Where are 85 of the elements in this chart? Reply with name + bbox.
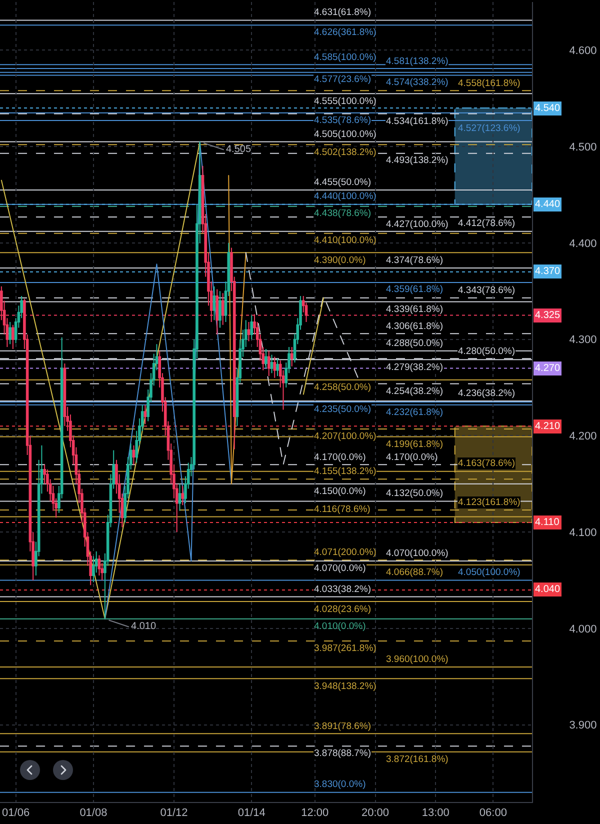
y-tick-label: 4.600: [569, 45, 597, 58]
ref-line-label: 4.199(61.8%): [386, 439, 444, 450]
y-tick-label: 4.000: [569, 623, 597, 636]
ref-line-label: 4.581(138.2%): [386, 56, 448, 67]
x-tick-label: 20:00: [362, 807, 390, 820]
ref-line-label: 4.123(161.8%): [458, 497, 520, 508]
annotation: 4.505: [226, 144, 252, 155]
ref-line-label: 4.574(338.2%): [386, 77, 448, 88]
annotation: 4.170(0.0%): [386, 452, 438, 463]
ref-line-label: 4.235(50.0%): [314, 404, 372, 415]
ref-line-label: 3.960(100.0%): [386, 654, 448, 665]
ref-line-label: 4.626(361.8%): [314, 27, 376, 38]
x-tick-label: 06:00: [479, 807, 507, 820]
ref-line-label: 4.116(78.6%): [314, 504, 370, 515]
ref-line-label: 4.555(100.0%): [314, 96, 376, 107]
ref-line-label: 4.066(88.7%): [386, 567, 444, 578]
annotation: 4.010: [131, 621, 156, 632]
ref-line-label: 4.150(0.0%): [314, 486, 366, 497]
ref-line-label: 4.339(61.8%): [386, 304, 444, 315]
ref-line-label: 4.440: [535, 199, 560, 210]
ref-line-label: 4.010(0.0%): [314, 621, 366, 632]
y-tick-label: 3.900: [569, 720, 597, 732]
ref-line-label: 4.631(61.8%): [314, 7, 372, 18]
ref-line-label: 4.279(38.2%): [386, 362, 444, 373]
ref-line-label: 4.210: [535, 421, 560, 432]
x-tick-label: 01/12: [160, 807, 188, 820]
x-tick-label: 12:00: [301, 807, 329, 820]
ref-line-label: 4.427(100.0%): [386, 219, 448, 230]
ref-line-label: 4.306(61.8%): [386, 321, 444, 332]
ref-line-label: 4.236(38.2%): [458, 388, 516, 399]
y-tick-label: 4.500: [569, 141, 597, 154]
x-tick-label: 13:00: [422, 807, 450, 820]
ref-line-label: 4.585(100.0%): [314, 52, 376, 63]
ref-line-label: 4.390(0.0%): [314, 255, 366, 266]
ref-line-label: 4.343(78.6%): [458, 285, 516, 296]
ref-line-label: 4.033(38.2%): [314, 584, 372, 595]
ref-line-label: 4.155(138.2%): [314, 466, 376, 477]
ref-line-label: 4.170(0.0%): [314, 452, 366, 463]
ref-line-label: 4.071(200.0%): [314, 547, 376, 558]
ref-line-label: 4.493(138.2%): [386, 155, 448, 166]
ref-line-label: 4.577(23.6%): [314, 74, 372, 85]
ref-line-label: 4.412(78.6%): [458, 218, 516, 229]
annotation: 4.070(100.0%): [386, 548, 448, 559]
ref-line-label: 4.455(50.0%): [314, 177, 372, 188]
ref-line-label: 4.558(161.8%): [458, 78, 520, 89]
ref-line-label: 3.872(161.8%): [386, 754, 448, 765]
ref-line-label: 4.040: [535, 584, 560, 595]
ref-line-label: 4.028(23.6%): [314, 604, 372, 615]
ref-line-label: 4.288(50.0%): [386, 338, 444, 349]
ref-line-label: 3.830(0.0%): [314, 779, 366, 790]
ref-line-label: 4.505(100.0%): [314, 129, 376, 140]
ref-line-label: 4.232(61.8%): [386, 407, 444, 418]
ref-line-label: 4.527(123.6%): [458, 123, 520, 134]
x-tick-label: 01/08: [80, 807, 108, 820]
ref-line-label: 4.534(161.8%): [386, 116, 448, 127]
ref-line-label: 4.502(138.2%): [314, 147, 376, 158]
ref-line-label: 4.370: [535, 266, 560, 277]
ref-line-label: 4.207(100.0%): [314, 431, 376, 442]
ref-line-label: 4.535(78.6%): [314, 115, 372, 126]
y-tick-label: 4.400: [569, 238, 597, 250]
y-tick-label: 4.100: [569, 526, 597, 539]
x-tick-label: 01/14: [238, 807, 266, 820]
ref-line-label: 4.280(50.0%): [458, 346, 516, 357]
ref-line-label: 3.891(78.6%): [314, 721, 372, 732]
ref-line-label: 4.410(100.0%): [314, 235, 376, 246]
ref-line-label: 4.359(61.8%): [386, 284, 444, 295]
ref-line-label: 3.878(88.7%): [314, 748, 372, 759]
ref-line-label: 4.440(100.0%): [314, 191, 376, 202]
ref-line-label: 4.270: [535, 363, 560, 374]
ref-line-label: 4.438(78.6%): [314, 208, 372, 219]
ref-line-label: 4.374(78.6%): [386, 255, 444, 266]
ref-line-label: 4.070(0.0%): [314, 563, 366, 574]
ref-line-label: 4.540: [535, 103, 560, 114]
ref-line-label: 4.050(100.0%): [458, 567, 520, 578]
x-tick-label: 01/06: [2, 807, 30, 820]
ref-line-label: 4.325: [535, 310, 560, 321]
ref-line-label: 4.132(50.0%): [386, 488, 444, 499]
ref-line-label: 4.254(38.2%): [386, 386, 444, 397]
y-tick-label: 4.300: [569, 334, 597, 346]
ref-line-label: 4.163(78.6%): [458, 458, 516, 469]
ref-line-label: 4.110: [535, 517, 560, 528]
ref-line-label: 3.948(138.2%): [314, 681, 376, 692]
y-tick-label: 4.200: [569, 430, 597, 443]
ref-line-label: 4.258(50.0%): [314, 382, 372, 393]
ref-line-label: 3.987(261.8%): [314, 643, 376, 654]
